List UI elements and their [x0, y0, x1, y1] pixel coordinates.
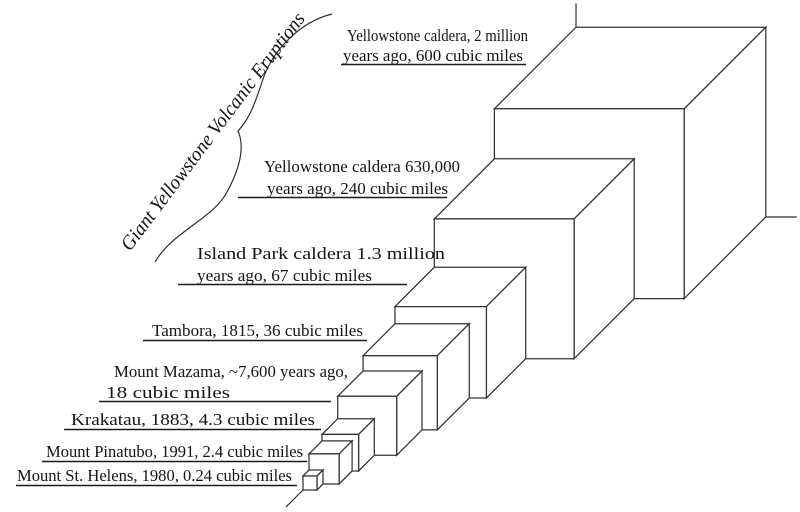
- label-island-park-line2: years ago, 67 cubic miles: [197, 266, 372, 285]
- grouping-brace: [154, 13, 333, 263]
- labels: Yellowstone caldera, 2 million years ago…: [16, 26, 528, 487]
- label-yellowstone-630k-line2: years ago, 240 cubic miles: [267, 179, 448, 198]
- label-mazama-line2: 18 cubic miles: [106, 383, 230, 402]
- label-pinatubo: Mount Pinatubo, 1991, 2.4 cubic miles: [46, 442, 303, 461]
- label-island-park-line1: Island Park caldera 1.3 million: [197, 244, 445, 263]
- cube-stack: [301, 25, 768, 492]
- label-tambora: Tambora, 1815, 36 cubic miles: [152, 321, 363, 340]
- label-mazama-line1: Mount Mazama, ~7,600 years ago,: [114, 362, 348, 381]
- label-yellowstone-2m-line1: Yellowstone caldera, 2 million: [347, 26, 528, 45]
- front-diagonal-tick: [285, 489, 304, 508]
- cube-0.24mi3-front-face: [302, 475, 318, 491]
- label-yellowstone-2m-line2: years ago, 600 cubic miles: [343, 46, 523, 65]
- label-krakatau: Krakatau, 1883, 4.3 cubic miles: [71, 410, 315, 429]
- label-yellowstone-630k-line1: Yellowstone caldera 630,000: [264, 157, 460, 176]
- label-st-helens: Mount St. Helens, 1980, 0.24 cubic miles: [17, 466, 292, 485]
- diagram-title: Giant Yellowstone Volcanic Eruptions: [116, 8, 309, 255]
